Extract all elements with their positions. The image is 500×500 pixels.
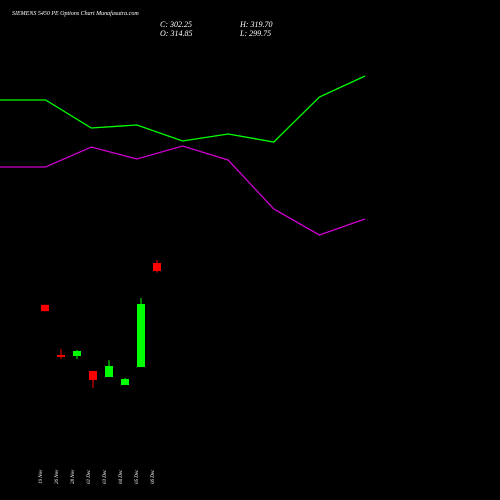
x-tick-label: 06 Dec [151, 469, 156, 484]
candle-body [89, 370, 97, 380]
indicator-line [0, 75, 366, 143]
readout: C: 302.25 [160, 20, 192, 29]
candle-body [105, 366, 113, 378]
x-tick-label: 03 Dec [103, 469, 108, 484]
candle-body [41, 304, 49, 312]
indicator-line [0, 145, 366, 236]
x-tick-label: 02 Dec [87, 469, 92, 484]
x-tick-label: 04 Dec [119, 469, 124, 484]
candle-body [73, 350, 81, 356]
chart-title: SIEMENS 5450 PE Options Chart Munafasutr… [12, 10, 139, 17]
candle-body [137, 304, 145, 368]
readout: O: 314.85 [160, 29, 192, 38]
candle-body [153, 263, 161, 272]
readout: H: 319.70 [239, 20, 272, 29]
x-tick-label: 26 Nov [55, 469, 60, 484]
candle-body [121, 379, 129, 386]
x-tick-label: 05 Dec [135, 469, 140, 484]
x-tick-label: 19 Nov [39, 469, 44, 484]
x-tick-label: 28 Nov [71, 469, 76, 484]
candle-body [57, 354, 65, 357]
readout: L: 299.75 [239, 29, 271, 38]
